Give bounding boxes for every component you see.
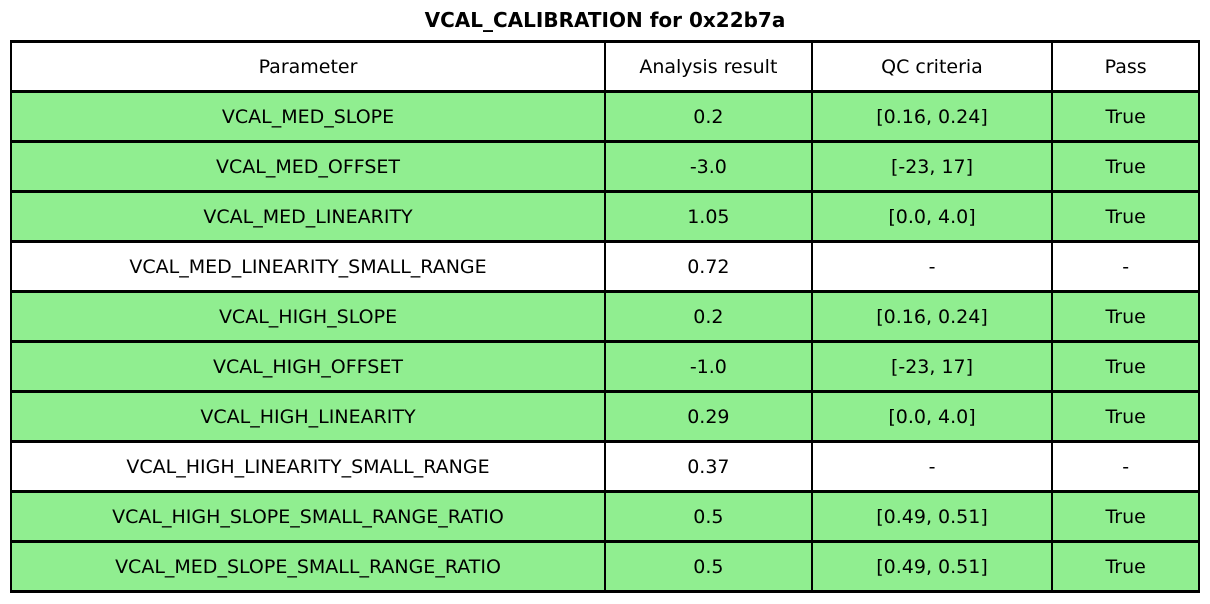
cell-criteria: [0.0, 4.0]: [810, 190, 1054, 243]
cell-pass: True: [1051, 540, 1200, 593]
cell-criteria: [0.49, 0.51]: [810, 540, 1054, 593]
cell-parameter: VCAL_MED_SLOPE_SMALL_RANGE_RATIO: [9, 540, 607, 593]
table-row: VCAL_MED_SLOPE_SMALL_RANGE_RATIO 0.5 [0.49…: [9, 540, 1200, 593]
cell-pass: True: [1051, 90, 1200, 143]
cell-parameter: VCAL_MED_OFFSET: [9, 140, 607, 193]
cell-parameter: VCAL_HIGH_SLOPE: [9, 290, 607, 343]
cell-result: 0.5: [604, 490, 813, 543]
figure-title: VCAL_CALIBRATION for 0x22b7a: [424, 8, 786, 32]
cell-parameter: VCAL_HIGH_LINEARITY: [9, 390, 607, 443]
cell-pass: -: [1051, 240, 1200, 293]
cell-parameter: VCAL_HIGH_SLOPE_SMALL_RANGE_RATIO: [9, 490, 607, 543]
cell-criteria: -: [810, 240, 1054, 293]
cell-parameter: VCAL_HIGH_OFFSET: [9, 340, 607, 393]
cell-pass: True: [1051, 190, 1200, 243]
table-row: VCAL_HIGH_LINEARITY_SMALL_RANGE 0.37- -: [9, 440, 1200, 493]
col-header-analysis-result: Analysis result: [604, 40, 813, 93]
cell-pass: True: [1051, 290, 1200, 343]
table-row: VCAL_MED_LINEARITY_SMALL_RANGE 0.72- -: [9, 240, 1200, 293]
table-row: VCAL_MED_SLOPE 0.2 [0.16, 0.24] True: [9, 90, 1200, 143]
table-row: VCAL_MED_OFFSET -3.0 [-23, 17] True: [9, 140, 1200, 193]
cell-pass: True: [1051, 490, 1200, 543]
cell-result: -1.0: [604, 340, 813, 393]
cell-result: 0.37: [604, 440, 813, 493]
cell-result: 0.2: [604, 290, 813, 343]
cell-pass: True: [1051, 140, 1200, 193]
table-row: VCAL_MED_LINEARITY 1.05 [0.0, 4.0] True: [9, 190, 1200, 243]
table-row: VCAL_HIGH_LINEARITY 0.29 [0.0, 4.0] True: [9, 390, 1200, 443]
table-row: VCAL_HIGH_OFFSET -1.0 [-23, 17] True: [9, 340, 1200, 393]
cell-result: 0.5: [604, 540, 813, 593]
cell-parameter: VCAL_MED_SLOPE: [9, 90, 607, 143]
col-header-qc-criteria: QC criteria: [810, 40, 1054, 93]
table-row: VCAL_HIGH_SLOPE 0.2 [0.16, 0.24] True: [9, 290, 1200, 343]
cell-criteria: [0.49, 0.51]: [810, 490, 1054, 543]
cell-pass: -: [1051, 440, 1200, 493]
cell-result: 0.2: [604, 90, 813, 143]
header-row: Parameter Analysis result QC criteria Pa…: [9, 40, 1200, 93]
cell-result: -3.0: [604, 140, 813, 193]
cell-pass: True: [1051, 340, 1200, 393]
cell-result: 1.05: [604, 190, 813, 243]
col-header-pass: Pass: [1051, 40, 1200, 93]
cell-criteria: -: [810, 440, 1054, 493]
col-header-parameter: Parameter: [9, 40, 607, 93]
cell-criteria: [-23, 17]: [810, 140, 1054, 193]
cell-pass: True: [1051, 390, 1200, 443]
cell-result: 0.29: [604, 390, 813, 443]
cell-criteria: [0.0, 4.0]: [810, 390, 1054, 443]
cell-criteria: [-23, 17]: [810, 340, 1054, 393]
cell-parameter: VCAL_HIGH_LINEARITY_SMALL_RANGE: [9, 440, 607, 493]
cell-parameter: VCAL_MED_LINEARITY_SMALL_RANGE: [9, 240, 607, 293]
cell-parameter: VCAL_MED_LINEARITY: [9, 190, 607, 243]
cell-criteria: [0.16, 0.24]: [810, 90, 1054, 143]
cell-result: 0.72: [604, 240, 813, 293]
cell-criteria: [0.16, 0.24]: [810, 290, 1054, 343]
table-body: VCAL_MED_SLOPE 0.2 [0.16, 0.24] True VCAL_ME…: [9, 90, 1200, 593]
table-row: VCAL_HIGH_SLOPE_SMALL_RANGE_RATIO 0.5 [0.4…: [9, 490, 1200, 543]
qc-table: Parameter Analysis result QC criteria Pa…: [9, 40, 1200, 593]
